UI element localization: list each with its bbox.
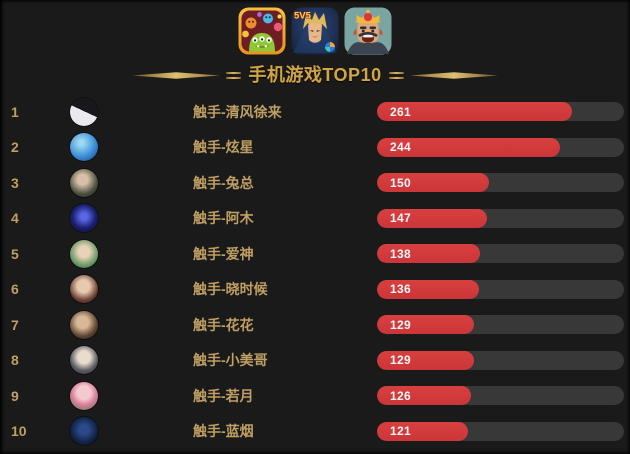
rank-label: 8 [11, 352, 19, 369]
bar-fill: 126 [377, 386, 472, 406]
avatar [70, 168, 98, 197]
bar-track: 261 [377, 102, 624, 122]
bar-value: 126 [390, 388, 411, 403]
ornament-equals-icon [226, 71, 242, 79]
leaderboard-row: 6 触手-晓时候 136 [0, 272, 630, 308]
player-name: 触手-小美哥 [193, 352, 268, 369]
bar-value: 121 [390, 424, 411, 439]
ornament-blade-icon [132, 71, 221, 79]
avatar [70, 275, 98, 304]
rank-label: 2 [11, 139, 19, 156]
ornament-equals-icon [388, 71, 404, 79]
player-name: 触手-花花 [193, 316, 254, 333]
bar-value: 138 [390, 246, 411, 261]
honor-of-kings-icon: 5V5 [291, 7, 339, 55]
bar-fill: 136 [377, 279, 479, 299]
clash-royale-icon [344, 7, 392, 55]
avatar [70, 133, 98, 162]
avatar [70, 239, 98, 268]
avatar [70, 381, 98, 410]
leaderboard-row: 10 触手-蓝烟 121 [0, 414, 630, 450]
bar-value: 150 [390, 175, 411, 190]
bar-fill: 121 [377, 421, 468, 441]
rank-label: 10 [11, 423, 27, 440]
bar-fill: 261 [377, 102, 573, 122]
player-name: 触手-爱神 [193, 245, 254, 262]
avatar [70, 204, 98, 233]
bar-value: 129 [390, 317, 411, 332]
rank-label: 7 [11, 316, 19, 333]
bar-fill: 150 [377, 173, 490, 193]
bar-track: 126 [377, 386, 624, 406]
rank-label: 1 [11, 103, 19, 120]
leaderboard-list: 1 触手-清风徐来 261 2 触手-炫星 244 3 触手-兔总 150 4 … [0, 94, 630, 449]
bar-fill: 129 [377, 315, 474, 335]
player-name: 触手-蓝烟 [193, 423, 254, 440]
bar-track: 129 [377, 350, 624, 370]
leaderboard-row: 9 触手-若月 126 [0, 378, 630, 414]
leaderboard-row: 2 触手-炫星 244 [0, 130, 630, 166]
game-icons-row: 5V5 [0, 0, 630, 55]
leaderboard-row: 5 触手-爱神 138 [0, 236, 630, 272]
avatar [70, 97, 98, 126]
rank-label: 5 [11, 245, 19, 262]
bar-value: 147 [390, 211, 411, 226]
bar-value: 129 [390, 353, 411, 368]
title-ornament-left [132, 71, 242, 80]
leaderboard-row: 1 触手-清风徐来 261 [0, 94, 630, 130]
title-ornament-right [388, 71, 498, 80]
avatar [70, 417, 98, 446]
player-name: 触手-阿木 [193, 210, 254, 227]
avatar [70, 310, 98, 339]
bar-track: 138 [377, 244, 624, 264]
rank-label: 9 [11, 387, 19, 404]
bar-track: 121 [377, 421, 624, 441]
rank-label: 4 [11, 210, 19, 227]
bar-fill: 138 [377, 244, 481, 264]
bar-fill: 129 [377, 350, 474, 370]
avatar [70, 346, 98, 375]
bar-fill: 244 [377, 137, 560, 157]
title-row: 手机游戏TOP10 [0, 63, 630, 87]
player-name: 触手-炫星 [193, 139, 254, 156]
bar-track: 136 [377, 279, 624, 299]
bar-track: 129 [377, 315, 624, 335]
leaderboard-row: 4 触手-阿木 147 [0, 201, 630, 237]
bar-value: 261 [390, 104, 411, 119]
ornament-blade-icon [409, 71, 498, 79]
bar-value: 244 [390, 140, 411, 155]
player-name: 触手-兔总 [193, 174, 254, 191]
bar-fill: 147 [377, 208, 488, 228]
leaderboard-row: 7 触手-花花 129 [0, 307, 630, 343]
bar-track: 147 [377, 208, 624, 228]
bar-value: 136 [390, 282, 411, 297]
leaderboard-row: 3 触手-兔总 150 [0, 165, 630, 201]
player-name: 触手-若月 [193, 387, 254, 404]
player-name: 触手-清风徐来 [193, 103, 282, 120]
bar-track: 150 [377, 173, 624, 193]
page-title: 手机游戏TOP10 [248, 65, 382, 85]
battle-of-balls-icon [238, 7, 286, 55]
rank-label: 3 [11, 174, 19, 191]
leaderboard-row: 8 触手-小美哥 129 [0, 343, 630, 379]
player-name: 触手-晓时候 [193, 281, 268, 298]
rank-label: 6 [11, 281, 19, 298]
bar-track: 244 [377, 137, 624, 157]
hok-5v5-badge: 5V5 [294, 11, 312, 22]
